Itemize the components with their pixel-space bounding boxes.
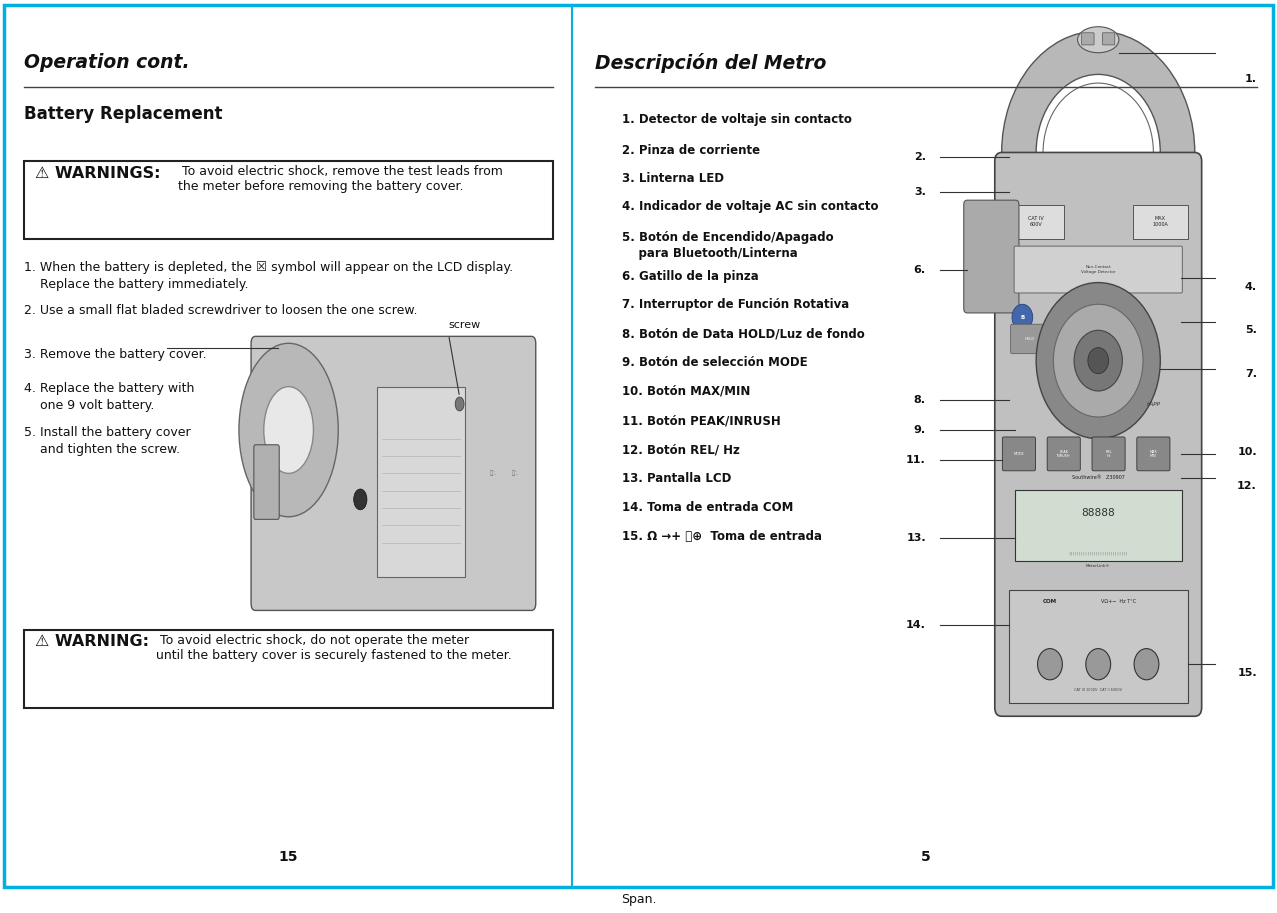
Text: CAT III 1000V  CAT II 6000V: CAT III 1000V CAT II 6000V — [1074, 688, 1122, 692]
Text: 12.: 12. — [1237, 481, 1257, 491]
Circle shape — [1054, 304, 1143, 417]
FancyBboxPatch shape — [1014, 247, 1183, 293]
Text: Southwire®   Z30907: Southwire® Z30907 — [1071, 476, 1125, 480]
Text: 4.: 4. — [1245, 282, 1257, 292]
Text: 3. Linterna LED: 3. Linterna LED — [622, 172, 724, 184]
Text: 7.: 7. — [1245, 369, 1257, 379]
Text: 14. Toma de entrada COM: 14. Toma de entrada COM — [622, 501, 794, 514]
Text: 5: 5 — [921, 850, 931, 864]
Text: 5. Install the battery cover
    and tighten the screw.: 5. Install the battery cover and tighten… — [24, 425, 190, 456]
FancyBboxPatch shape — [1047, 437, 1080, 471]
FancyBboxPatch shape — [254, 445, 280, 519]
Text: Battery Replacement: Battery Replacement — [24, 105, 222, 122]
Text: Ⳡ∴: Ⳡ∴ — [511, 470, 518, 477]
FancyBboxPatch shape — [1009, 591, 1188, 703]
Circle shape — [1043, 83, 1153, 222]
Text: MAX
1000A: MAX 1000A — [1152, 216, 1168, 227]
Text: REL
Hz: REL Hz — [1105, 449, 1112, 458]
Circle shape — [455, 397, 464, 411]
FancyBboxPatch shape — [995, 152, 1202, 716]
Text: 10. Botón MAX/MIN: 10. Botón MAX/MIN — [622, 385, 751, 398]
FancyBboxPatch shape — [1015, 490, 1181, 561]
Text: 15.: 15. — [1237, 668, 1257, 677]
Text: 11.: 11. — [907, 456, 926, 466]
FancyBboxPatch shape — [377, 387, 465, 578]
Text: MODE: MODE — [1014, 452, 1024, 456]
Text: Ⳡ∴: Ⳡ∴ — [489, 470, 495, 477]
Text: 6.: 6. — [914, 265, 926, 275]
FancyBboxPatch shape — [1082, 33, 1094, 45]
Text: Descripción del Metro: Descripción del Metro — [595, 53, 826, 73]
FancyBboxPatch shape — [1137, 437, 1170, 471]
Wedge shape — [1001, 31, 1195, 274]
FancyBboxPatch shape — [1102, 33, 1115, 45]
Text: Non-Contact
Voltage Detector: Non-Contact Voltage Detector — [1080, 266, 1116, 274]
Circle shape — [1085, 648, 1111, 680]
Text: 2.: 2. — [914, 152, 926, 162]
Text: To avoid electric shock, do not operate the meter
until the battery cover is sec: To avoid electric shock, do not operate … — [156, 634, 512, 662]
FancyBboxPatch shape — [964, 200, 1019, 313]
FancyBboxPatch shape — [24, 162, 553, 239]
Text: 8.: 8. — [914, 394, 926, 404]
Text: 15. Ω →+ ⦿⊕  Toma de entrada: 15. Ω →+ ⦿⊕ Toma de entrada — [622, 530, 822, 542]
Text: Operation cont.: Operation cont. — [24, 53, 189, 72]
Text: ⚠ WARNING:: ⚠ WARNING: — [34, 634, 149, 649]
Text: HOLD: HOLD — [1024, 337, 1034, 341]
Text: ||||||||||||||||||||||||||||: |||||||||||||||||||||||||||| — [1069, 551, 1128, 556]
Text: 9.: 9. — [914, 425, 926, 435]
FancyBboxPatch shape — [1010, 324, 1048, 353]
Text: 4. Replace the battery with
    one 9 volt battery.: 4. Replace the battery with one 9 volt b… — [24, 383, 194, 413]
Text: 12. Botón REL/ Hz: 12. Botón REL/ Hz — [622, 443, 741, 456]
Text: screw: screw — [448, 320, 481, 331]
FancyBboxPatch shape — [1133, 205, 1188, 239]
Text: To avoid electric shock, remove the test leads from
the meter before removing th: To avoid electric shock, remove the test… — [179, 165, 503, 194]
FancyBboxPatch shape — [1092, 437, 1125, 471]
Text: 88888: 88888 — [1082, 509, 1115, 518]
Ellipse shape — [239, 343, 338, 517]
Ellipse shape — [264, 387, 313, 474]
Text: 15: 15 — [278, 850, 299, 864]
Text: 6. Gatillo de la pinza: 6. Gatillo de la pinza — [622, 269, 759, 282]
Text: hAPP: hAPP — [1147, 402, 1161, 406]
Circle shape — [1134, 648, 1160, 680]
Text: VΩ+−  Hz T°C: VΩ+− Hz T°C — [1101, 599, 1137, 604]
Circle shape — [1011, 304, 1033, 331]
Text: 14.: 14. — [905, 620, 926, 630]
FancyBboxPatch shape — [1009, 205, 1064, 239]
FancyBboxPatch shape — [1002, 437, 1036, 471]
Text: 1. Detector de voltaje sin contacto: 1. Detector de voltaje sin contacto — [622, 113, 852, 126]
Circle shape — [1036, 283, 1161, 439]
Text: 4. Indicador de voltaje AC sin contacto: 4. Indicador de voltaje AC sin contacto — [622, 200, 879, 213]
Text: 2. Pinza de corriente: 2. Pinza de corriente — [622, 144, 761, 157]
Circle shape — [1074, 331, 1122, 391]
Text: 13.: 13. — [907, 533, 926, 543]
Text: 11. Botón PEAK/INRUSH: 11. Botón PEAK/INRUSH — [622, 415, 782, 427]
Text: 3. Remove the battery cover.: 3. Remove the battery cover. — [24, 348, 207, 361]
Text: 9. Botón de selección MODE: 9. Botón de selección MODE — [622, 356, 808, 369]
Circle shape — [1088, 348, 1108, 373]
Text: 13. Pantalla LCD: 13. Pantalla LCD — [622, 472, 732, 485]
Text: 8. Botón de Data HOLD/Luz de fondo: 8. Botón de Data HOLD/Luz de fondo — [622, 328, 865, 341]
Circle shape — [1037, 648, 1062, 680]
Text: 10.: 10. — [1237, 446, 1257, 456]
Text: MAX
MIN: MAX MIN — [1149, 449, 1157, 458]
Circle shape — [354, 489, 366, 509]
Text: 1.: 1. — [1245, 74, 1257, 84]
Text: 3.: 3. — [914, 186, 926, 196]
Text: 2. Use a small flat bladed screwdriver to loosen the one screw.: 2. Use a small flat bladed screwdriver t… — [24, 304, 418, 317]
Ellipse shape — [1078, 26, 1119, 53]
Text: PEAK
INRUSH: PEAK INRUSH — [1057, 449, 1070, 458]
Text: 1. When the battery is depleted, the ☒ symbol will appear on the LCD display.
  : 1. When the battery is depleted, the ☒ s… — [24, 261, 513, 291]
Text: ⚠ WARNINGS:: ⚠ WARNINGS: — [34, 165, 161, 181]
Text: 5.: 5. — [1245, 325, 1257, 335]
Text: 5. Botón de Encendido/Apagado
    para Bluetooth/Linterna: 5. Botón de Encendido/Apagado para Bluet… — [622, 231, 834, 259]
Text: CAT IV
600V: CAT IV 600V — [1028, 216, 1045, 227]
Text: COM: COM — [1043, 599, 1057, 604]
FancyBboxPatch shape — [252, 336, 536, 611]
Text: Span.: Span. — [621, 893, 656, 906]
Text: MeterLink®: MeterLink® — [1085, 564, 1111, 569]
FancyBboxPatch shape — [24, 630, 553, 708]
Text: 7. Interruptor de Función Rotativa: 7. Interruptor de Función Rotativa — [622, 299, 849, 311]
Text: B: B — [1020, 315, 1024, 320]
